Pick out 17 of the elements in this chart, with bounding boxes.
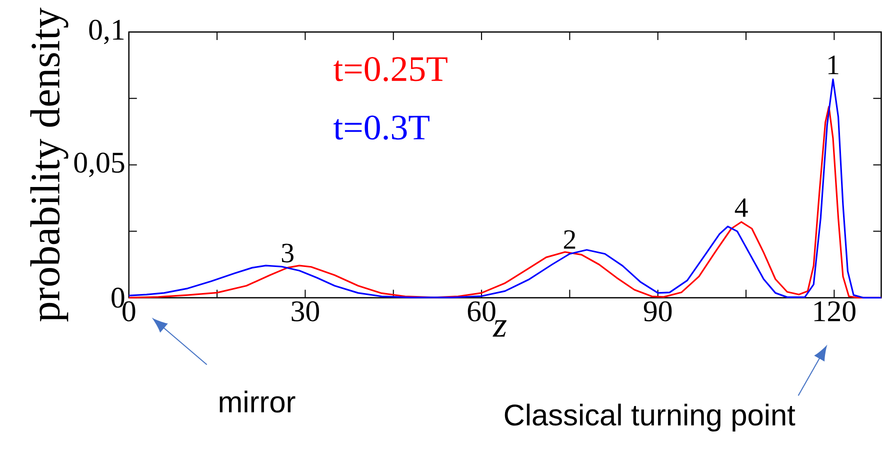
x-axis-title: z [492,320,507,337]
text: t=0.25T [334,57,448,82]
y-axis-title: probability density [30,8,68,322]
y-tick-label: 0,05 [74,152,124,178]
x-tick-label: 60 [468,301,496,322]
text: Classical turning point [504,404,796,432]
annotation: 2 [564,230,576,249]
y-tick-label: 0 [112,288,124,308]
annotation: 3 [282,244,294,263]
text: t=0.3T [334,116,430,140]
annotation: 4 [734,198,748,217]
x-tick-label: 30 [292,301,320,322]
y-tick-label: 0,1 [89,20,124,44]
x-tick-label: 120 [814,301,856,322]
text: mirror [220,390,296,413]
annotation: 1 [828,56,838,74]
x-tick-label: 90 [644,301,672,322]
